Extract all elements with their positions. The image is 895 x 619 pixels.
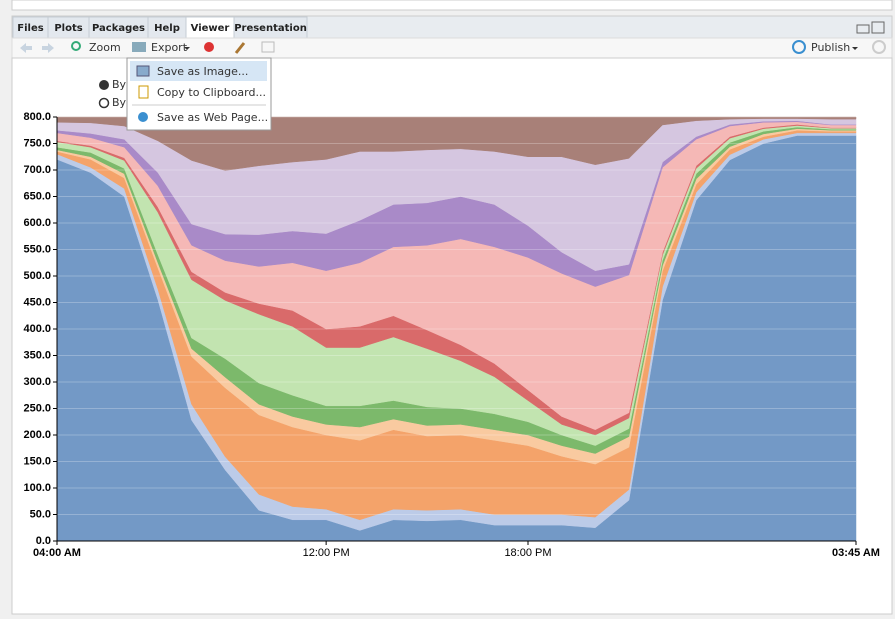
tab-label[interactable]: Plots <box>54 23 82 34</box>
tab-label[interactable]: Files <box>17 23 43 34</box>
forward-button[interactable] <box>42 43 54 53</box>
publish-icon <box>792 40 806 54</box>
refresh-icon[interactable] <box>872 40 886 54</box>
zoom-icon <box>71 41 81 51</box>
publish-button[interactable]: Publish <box>811 41 850 54</box>
globe-icon <box>138 112 148 122</box>
clipboard-icon <box>138 85 149 99</box>
y-tick-label: 450.0 <box>23 296 51 308</box>
tab-label[interactable]: Viewer <box>191 23 230 34</box>
y-tick-label: 250.0 <box>23 402 51 414</box>
broom-icon[interactable] <box>234 42 246 54</box>
back-button[interactable] <box>20 43 32 53</box>
y-tick-label: 650.0 <box>23 190 51 202</box>
y-tick-label: 300.0 <box>23 376 51 388</box>
x-tick-label: 04:00 AM <box>33 547 81 559</box>
tabs: Files Plots Packages Help Viewer Presentation <box>12 16 308 39</box>
chart: 0.0 50.0 100.0 150.0 200.0 250.0 300.0 350.0 400… <box>23 111 879 559</box>
tab-label[interactable]: Help <box>154 23 180 34</box>
y-tick-label: 500.0 <box>23 270 51 282</box>
export-button[interactable]: Export <box>151 41 188 54</box>
y-tick-label: 400.0 <box>23 323 51 335</box>
y-tick-label: 700.0 <box>23 164 51 176</box>
minimize-button[interactable] <box>856 24 870 34</box>
x-tick-label: 03:45 AM <box>832 547 880 559</box>
popout-icon[interactable] <box>261 41 275 53</box>
radio-unselected[interactable] <box>98 97 110 109</box>
y-tick-label: 750.0 <box>23 137 51 149</box>
upper-pane <box>11 0 893 11</box>
y-tick-label: 550.0 <box>23 243 51 255</box>
radio-label: By <box>112 78 127 91</box>
tab-label[interactable]: Presentation <box>234 23 307 34</box>
clear-icon[interactable] <box>204 42 214 52</box>
y-tick-label: 350.0 <box>23 349 51 361</box>
radio-selected[interactable] <box>99 80 109 90</box>
y-tick-label: 200.0 <box>23 429 51 441</box>
y-tick-label: 800.0 <box>23 111 51 123</box>
x-tick-label: 18:00 PM <box>504 547 551 559</box>
tab-label[interactable]: Packages <box>92 23 145 34</box>
menu-item[interactable]: Save as Image... <box>157 65 248 78</box>
y-tick-label: 600.0 <box>23 217 51 229</box>
y-tick-label: 50.0 <box>30 508 51 520</box>
export-caret <box>184 47 190 50</box>
menu-item[interactable]: Copy to Clipboard... <box>157 86 266 99</box>
publish-caret <box>852 47 858 50</box>
x-tick-label: 12:00 PM <box>303 547 350 559</box>
image-icon <box>136 65 150 77</box>
y-tick-label: 0.0 <box>36 535 51 547</box>
maximize-button[interactable] <box>871 21 885 34</box>
y-tick-label: 100.0 <box>23 482 51 494</box>
menu-highlight <box>130 61 267 81</box>
export-icon <box>132 42 146 52</box>
radio-label: By <box>112 96 127 109</box>
zoom-button[interactable]: Zoom <box>89 41 121 54</box>
y-tick-label: 150.0 <box>23 455 51 467</box>
menu-item[interactable]: Save as Web Page... <box>157 111 268 124</box>
